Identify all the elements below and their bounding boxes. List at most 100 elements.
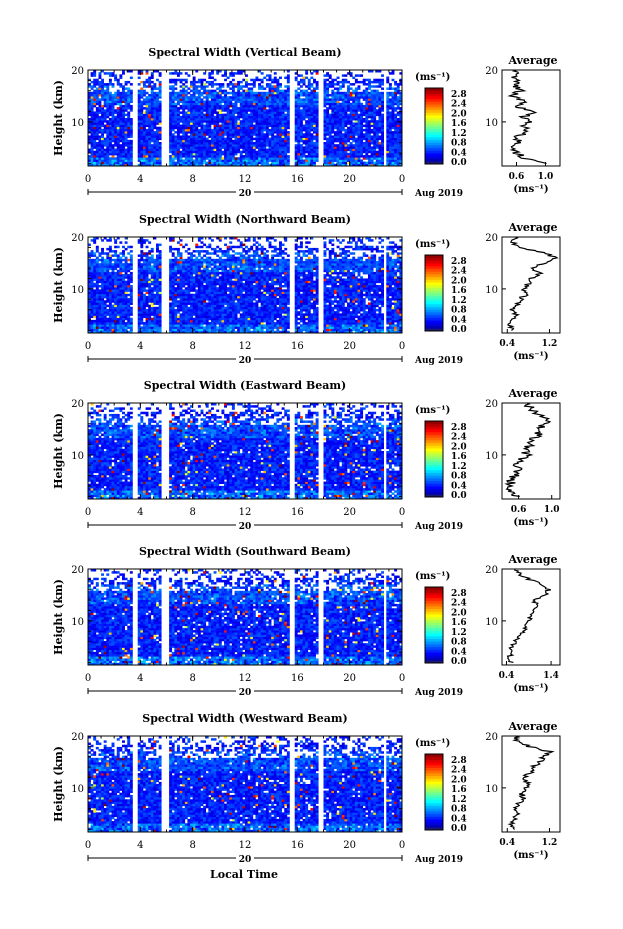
- heatmap-cell: [299, 89, 303, 93]
- heatmap-cell: [224, 118, 227, 121]
- heatmap-cell: [281, 326, 285, 329]
- heatmap-cell: [341, 100, 345, 104]
- heatmap-cell: [174, 104, 178, 108]
- heatmap-cell: [258, 319, 261, 323]
- heatmap-cell: [331, 163, 335, 167]
- heatmap-cell: [184, 324, 188, 327]
- heatmap-cell: [354, 126, 358, 130]
- heatmap-cell: [195, 135, 199, 138]
- heatmap-cell: [286, 70, 290, 73]
- heatmap-cell: [148, 159, 152, 162]
- heatmap-cell: [158, 85, 162, 88]
- heatmap-cell: [373, 124, 377, 128]
- colorbar-segment: [425, 123, 443, 127]
- heatmap-cell: [349, 157, 353, 160]
- heatmap-cell: [93, 144, 97, 147]
- heatmap-cell: [245, 146, 248, 149]
- heatmap-cell: [276, 326, 280, 329]
- heatmap-cell: [373, 137, 377, 141]
- heatmap-cell: [276, 94, 280, 97]
- heatmap-cell: [88, 159, 91, 162]
- heatmap-cell: [271, 91, 275, 95]
- heatmap-cell: [237, 122, 241, 125]
- heatmap-cell: [273, 144, 277, 147]
- heatmap-cell: [150, 319, 154, 323]
- heatmap-cell: [252, 91, 256, 95]
- heatmap-cell: [197, 148, 201, 152]
- heatmap-cell: [360, 131, 364, 134]
- heatmap-cell: [98, 142, 102, 145]
- heatmap-cell: [279, 142, 282, 145]
- heatmap-cell: [210, 115, 214, 119]
- heatmap-cell: [258, 322, 261, 325]
- heatmap-cell: [239, 102, 243, 106]
- heatmap-cell: [184, 102, 188, 106]
- heatmap-cell: [360, 104, 364, 108]
- heatmap-cell: [250, 120, 254, 123]
- heatmap-cell: [95, 137, 99, 141]
- heatmap-cell: [210, 102, 214, 106]
- heatmap-cell: [145, 326, 149, 329]
- heatmap-cell: [336, 120, 340, 123]
- heatmap-cell: [258, 133, 261, 136]
- heatmap-cell: [103, 317, 107, 321]
- heatmap-cell: [190, 328, 193, 332]
- heatmap-cell: [229, 128, 233, 132]
- average-y-tick-label: 10: [485, 118, 498, 129]
- heatmap-cell: [182, 317, 186, 321]
- heatmap-cell: [333, 111, 337, 114]
- heatmap-cell: [381, 159, 384, 162]
- heatmap-cell: [171, 150, 175, 154]
- heatmap-cell: [150, 80, 154, 84]
- heatmap-cell: [216, 322, 220, 325]
- heatmap-cell: [124, 150, 128, 154]
- heatmap-cell: [242, 137, 246, 141]
- heatmap-cell: [349, 326, 353, 329]
- heatmap-cell: [299, 102, 303, 106]
- heatmap-cell: [95, 148, 99, 152]
- heatmap-cell: [129, 126, 133, 130]
- heatmap-cell: [333, 152, 337, 156]
- heatmap-cell: [265, 142, 269, 145]
- heatmap-cell: [331, 326, 335, 329]
- heatmap-cell: [190, 104, 193, 108]
- heatmap-cell: [281, 133, 285, 136]
- heatmap-cell: [302, 155, 306, 158]
- heatmap-cell: [347, 107, 350, 110]
- heatmap-cell: [284, 322, 288, 325]
- heatmap-cell: [221, 330, 225, 334]
- heatmap-cell: [394, 144, 398, 147]
- heatmap-cell: [247, 133, 251, 136]
- heatmap-cell: [129, 326, 133, 329]
- heatmap-cell: [93, 315, 97, 319]
- heatmap-cell: [205, 80, 209, 84]
- heatmap-cell: [258, 137, 261, 141]
- heatmap-cell: [239, 326, 243, 329]
- heatmap-cell: [362, 91, 366, 95]
- heatmap-cell: [156, 324, 159, 327]
- heatmap-cell: [176, 115, 180, 119]
- heatmap-cell: [273, 155, 277, 158]
- heatmap-cell: [184, 315, 188, 319]
- heatmap-cell: [119, 161, 123, 165]
- heatmap-cell: [140, 137, 144, 141]
- heatmap-cell: [108, 98, 112, 101]
- heatmap-cell: [242, 330, 246, 334]
- heatmap-cell: [250, 102, 254, 106]
- heatmap-cell: [281, 128, 285, 132]
- heatmap-cell: [302, 91, 306, 95]
- heatmap-cell: [373, 328, 377, 332]
- heatmap-cell: [150, 137, 154, 141]
- heatmap-cell: [208, 76, 212, 80]
- heatmap-cell: [108, 83, 112, 86]
- heatmap-cell: [328, 137, 332, 141]
- heatmap-cell: [271, 113, 275, 117]
- heatmap-cell: [365, 120, 369, 123]
- heatmap-cell: [156, 94, 159, 97]
- heatmap-cell: [279, 124, 282, 128]
- heatmap-cell: [367, 107, 371, 110]
- heatmap-cell: [339, 328, 343, 332]
- heatmap-cell: [245, 109, 248, 112]
- heatmap-cell: [122, 89, 125, 93]
- heatmap-cell: [255, 118, 259, 121]
